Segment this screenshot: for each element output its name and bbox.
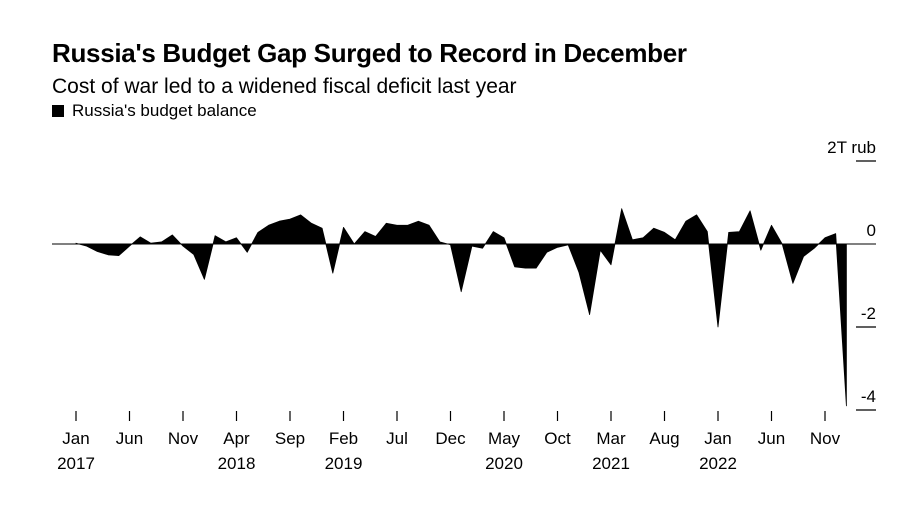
x-year-label: 2018 [218,454,256,473]
x-tick-label: Jun [116,429,143,448]
x-tick-label: Apr [223,429,250,448]
x-tick-label: Feb [329,429,358,448]
x-tick-label: Nov [168,429,199,448]
x-tick-label: Nov [810,429,841,448]
legend-label: Russia's budget balance [72,101,257,120]
x-tick-label: Dec [435,429,466,448]
x-year-label: 2017 [57,454,95,473]
x-year-label: 2020 [485,454,523,473]
x-tick-label: Jan [704,429,731,448]
x-year-label: 2022 [699,454,737,473]
x-tick-label: Mar [596,429,626,448]
legend-swatch [52,105,64,117]
y-tick-label: 0 [867,221,876,240]
x-tick-label: Aug [649,429,679,448]
y-tick-label: 2T rub [827,138,876,157]
chart-title: Russia's Budget Gap Surged to Record in … [52,38,687,68]
x-tick-label: Jul [386,429,408,448]
y-tick-label: -2 [861,304,876,323]
x-tick-label: Oct [544,429,571,448]
y-tick-label: -4 [861,387,876,406]
x-tick-label: May [488,429,521,448]
series-area [75,208,847,407]
x-tick-label: Sep [275,429,305,448]
x-year-label: 2021 [592,454,630,473]
legend: Russia's budget balance [52,101,257,121]
x-axis: Jan 2017 Jun Nov Apr 2018 Sep Feb 2019 Jul Dec May 2… [57,411,841,473]
x-year-label: 2019 [325,454,363,473]
x-tick-label: Jun [758,429,785,448]
balance-area [75,208,847,407]
chart-subtitle: Cost of war led to a widened fiscal defi… [52,75,517,98]
x-tick-label: Jan [62,429,89,448]
